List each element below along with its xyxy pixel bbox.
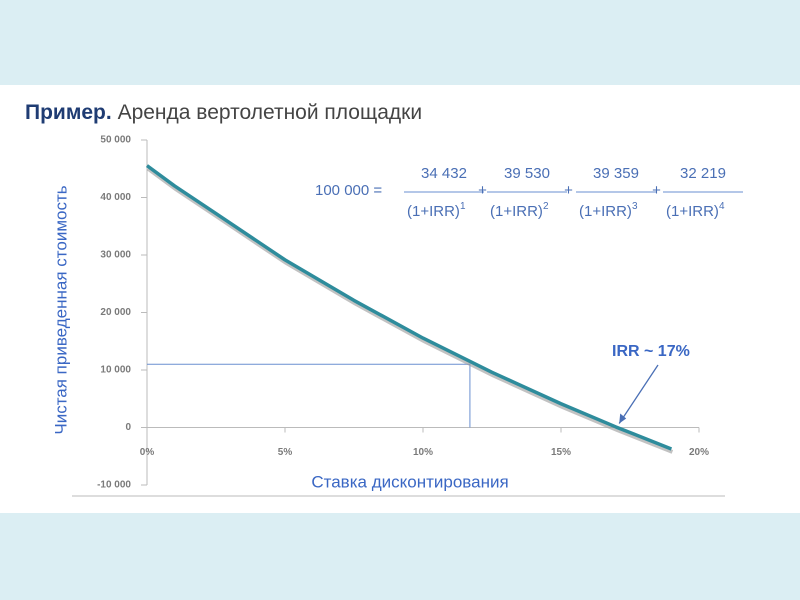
y-tick-label: -10 000 [97,480,131,491]
denominator-base: (1+IRR) [666,203,719,220]
denominator-base: (1+IRR) [490,203,543,220]
denominator: (1+IRR)3 [579,201,638,220]
numerator: 32 219 [680,165,726,182]
line-shadow [146,167,674,454]
npv-line [145,164,673,451]
irr-guide [147,363,471,428]
x-axis-label: Ставка дисконтирования [311,472,508,491]
x-tick-label: 20% [689,447,709,458]
exponent: 1 [460,201,466,212]
y-axis-label: Чистая приведенная стоимость [51,185,70,434]
slide-title: Пример. Аренда вертолетной площадки [25,101,422,124]
denominator: (1+IRR)1 [407,201,466,220]
y-tick-label: 50 000 [100,135,131,146]
bottom-band [0,513,800,600]
annotation-arrow [618,364,659,424]
operator: + [564,182,573,199]
x-tick-label: 10% [413,447,433,458]
denominator-base: (1+IRR) [579,203,632,220]
numerator: 39 359 [593,165,639,182]
x-tick-label: 0% [140,447,155,458]
denominator: (1+IRR)2 [490,201,549,220]
y-tick-label: 20 000 [100,307,131,318]
y-tick-label: 10 000 [100,365,131,376]
exponent: 4 [719,201,725,212]
numerator: 34 432 [421,165,467,182]
numerator: 39 530 [504,165,550,182]
arrow-head [619,413,627,424]
formula-lhs: 100 000 = [315,182,382,199]
exponent: 2 [543,201,549,212]
operator: + [478,182,487,199]
denominator: (1+IRR)4 [666,201,725,220]
denominator-base: (1+IRR) [407,203,460,220]
y-tick-label: 0 [125,422,131,433]
exponent: 3 [632,201,638,212]
annotation: IRR ~ 17% [612,343,690,360]
operator: + [652,182,661,199]
x-tick-label: 15% [551,447,571,458]
top-band [0,0,800,85]
y-tick-label: 30 000 [100,250,131,261]
x-tick-label: 5% [278,447,293,458]
y-tick-label: 40 000 [100,192,131,203]
